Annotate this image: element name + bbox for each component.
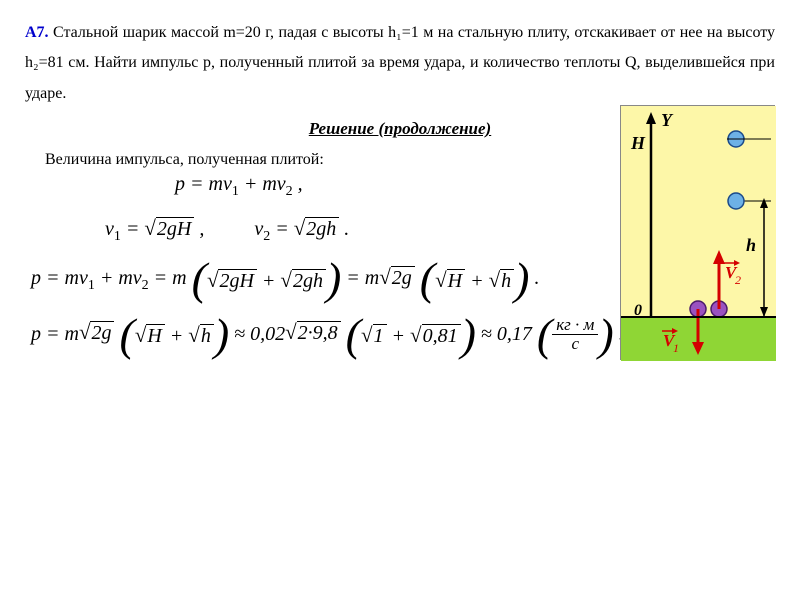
physics-diagram: Y H 0 h V 2 V 1 — [620, 105, 775, 360]
diagram-svg: Y H 0 h V 2 V 1 — [621, 106, 776, 361]
problem-statement: А7. Стальной шарик массой m=20 г, падая … — [25, 18, 775, 109]
svg-text:2: 2 — [735, 273, 741, 287]
ball-mid-icon — [728, 193, 744, 209]
problem-body: Стальной шарик массой m=20 г, падая с вы… — [25, 24, 775, 102]
h-big-label: H — [630, 133, 646, 153]
task-number: А7. — [25, 24, 49, 41]
svg-text:1: 1 — [673, 341, 679, 355]
h-small-label: h — [746, 235, 756, 255]
